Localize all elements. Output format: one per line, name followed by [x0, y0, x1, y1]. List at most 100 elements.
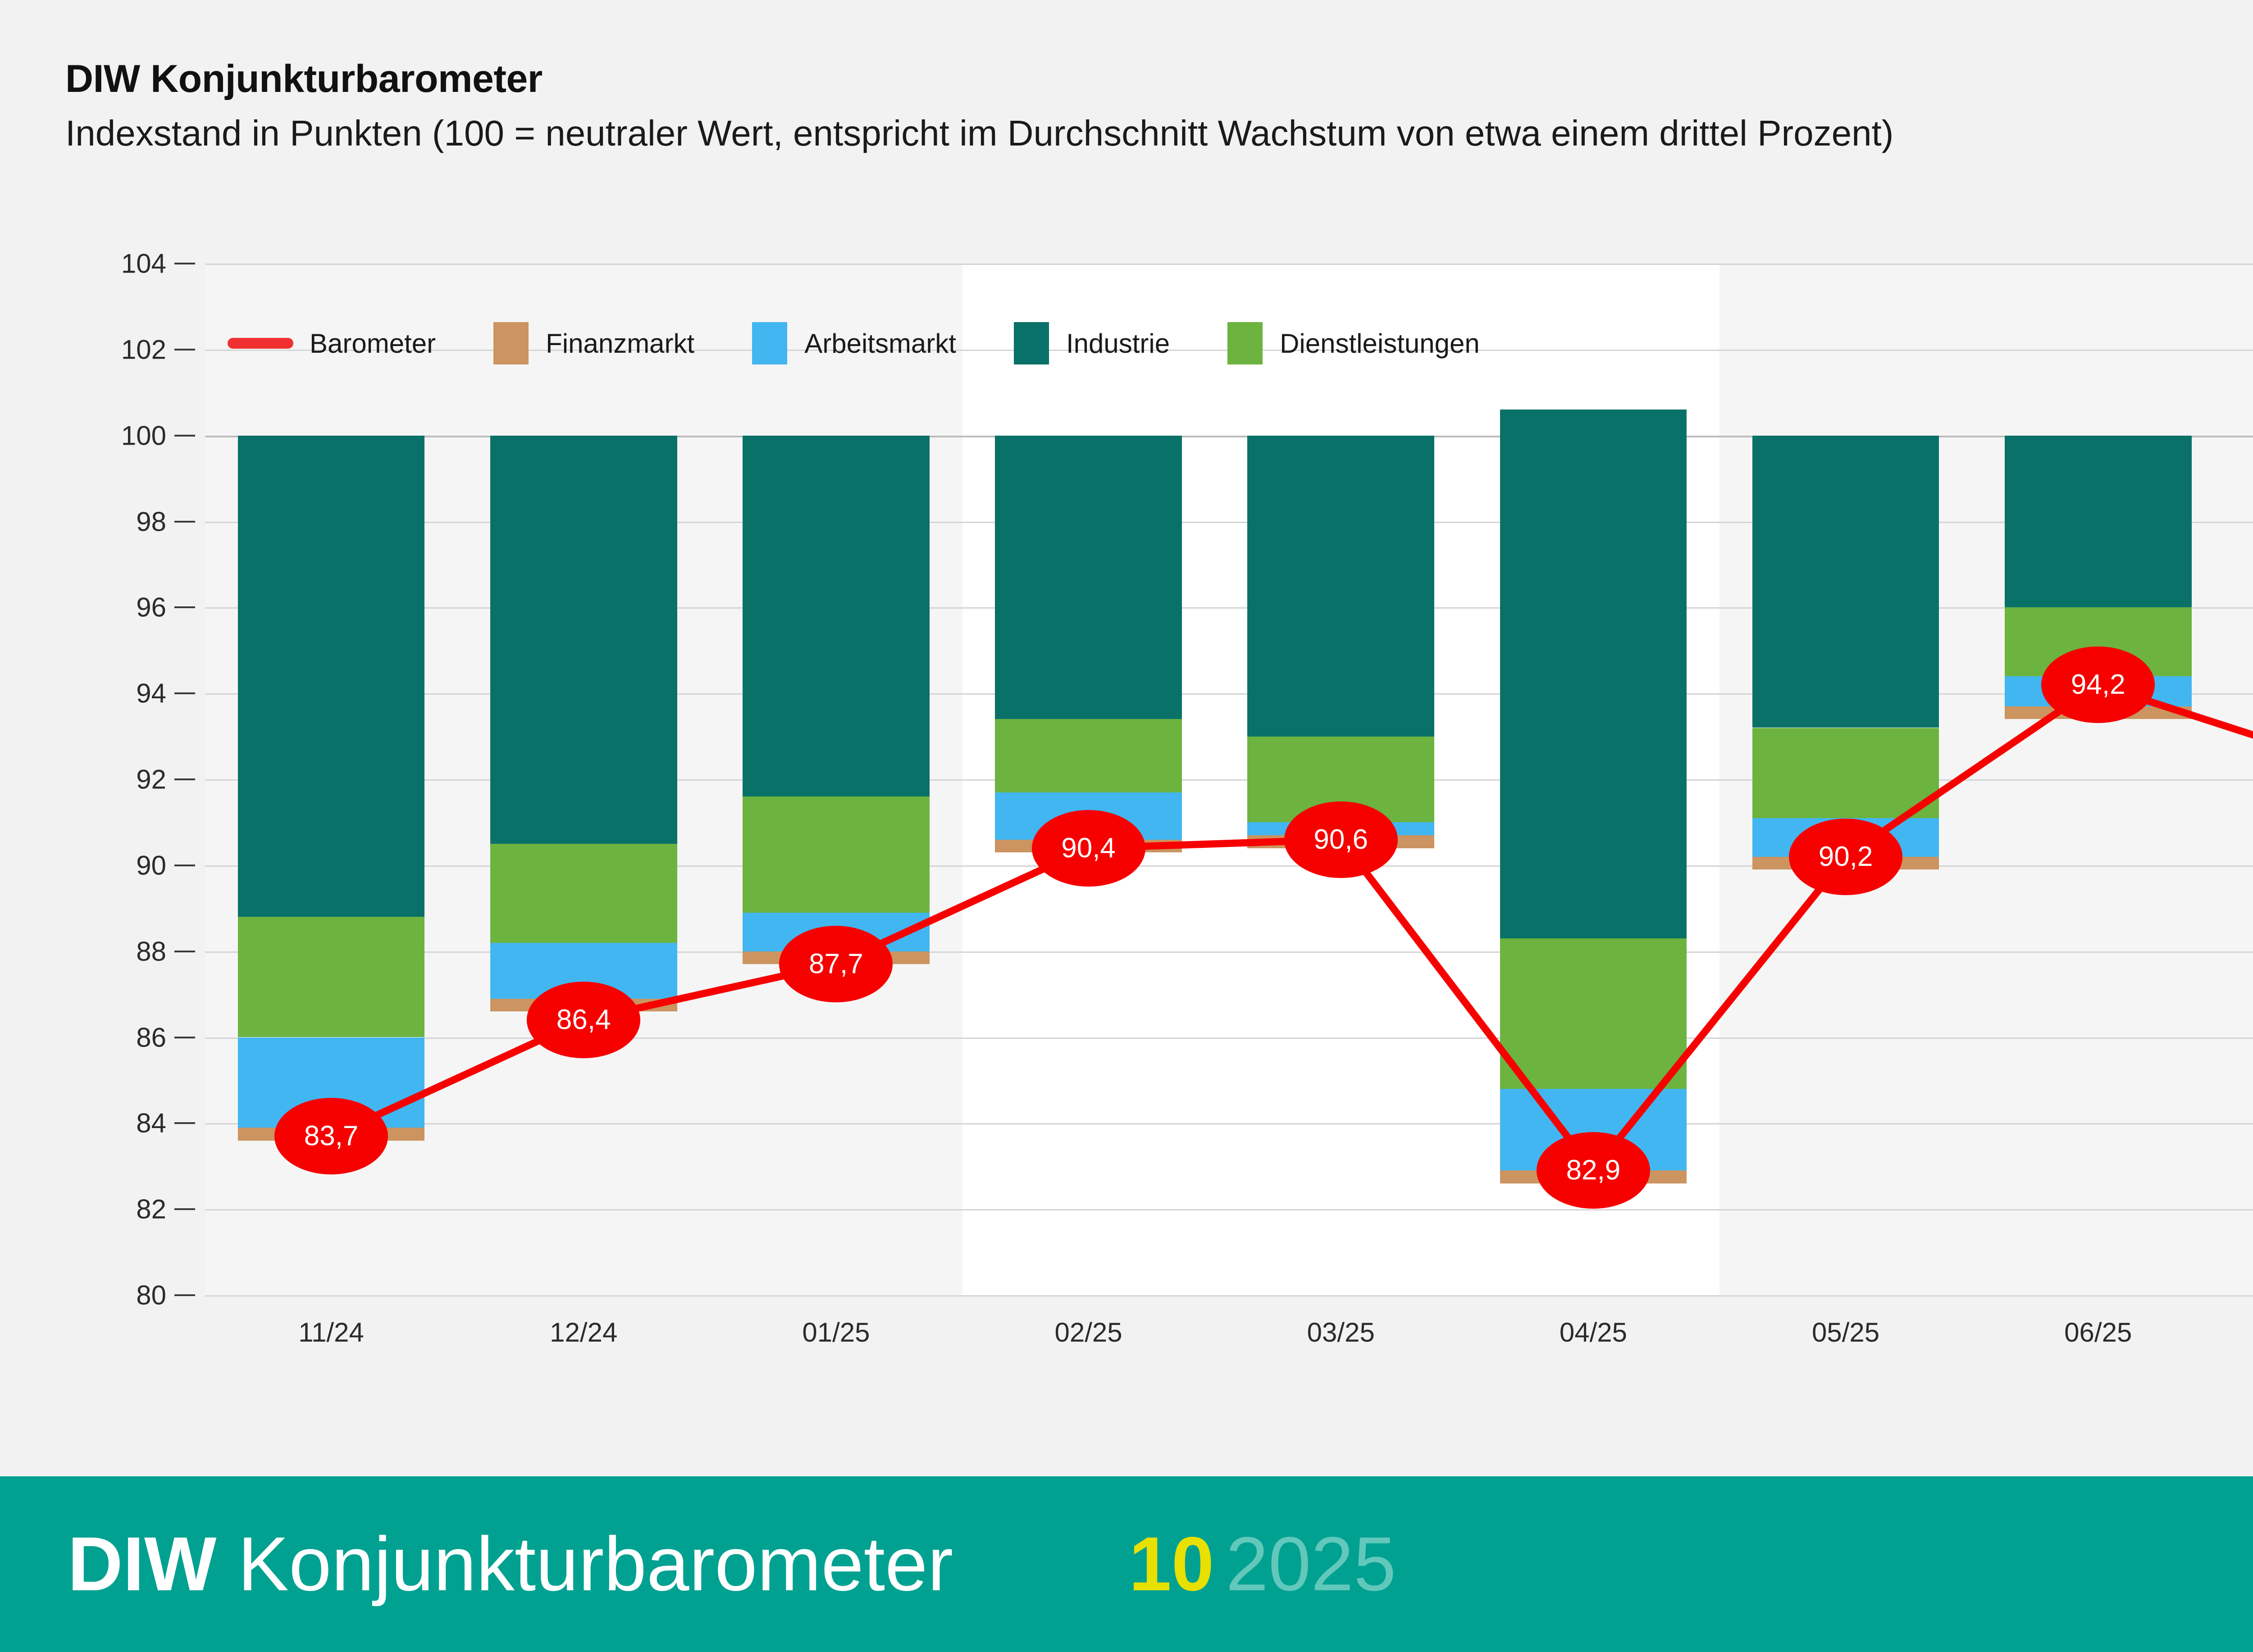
header: DIW Konjunkturbarometer Indexstand in Pu…: [65, 59, 2253, 152]
x-axis-tick-label: 03/25: [1307, 1317, 1375, 1347]
bar-segment-ind: [743, 435, 930, 797]
gridline: [205, 1209, 2253, 1211]
data-point-bubble: 82,9: [1536, 1132, 1650, 1209]
data-point-value: 82,9: [1566, 1155, 1621, 1186]
bar-segment-ind: [237, 435, 425, 917]
bar-group[interactable]: [237, 264, 425, 1295]
y-axis-tick-mark: [174, 1208, 195, 1211]
bar-group[interactable]: [995, 264, 1182, 1295]
y-axis-tick-label: 86: [136, 1022, 166, 1052]
gridline: [205, 435, 2253, 437]
data-point-bubble: 90,2: [1789, 818, 1903, 895]
legend-label: Barometer: [310, 328, 436, 359]
legend-item-dienstleistungen[interactable]: Dienstleistungen: [1227, 322, 1480, 364]
data-point-marker[interactable]: 90,2: [1789, 818, 1903, 895]
gridline: [205, 1123, 2253, 1125]
bar-segment-dien: [1752, 728, 1939, 818]
data-point-marker[interactable]: 83,7: [274, 1097, 388, 1174]
data-point-marker[interactable]: 90,4: [1031, 810, 1145, 887]
data-point-marker[interactable]: 87,7: [779, 926, 893, 1003]
y-axis-tick-label: 84: [136, 1108, 166, 1138]
gridline: [205, 264, 2253, 265]
footer-brand-rest: Konjunkturbarometer: [216, 1521, 953, 1607]
legend-item-arbeitsmarkt[interactable]: Arbeitsmarkt: [752, 322, 956, 364]
y-axis-tick-label: 88: [136, 936, 166, 967]
y-axis-tick-label: 96: [136, 592, 166, 623]
x-axis-tick-label: 06/25: [2064, 1317, 2132, 1347]
x-axis-tick-label: 11/24: [298, 1317, 364, 1347]
y-axis-tick-label: 92: [136, 764, 166, 795]
footer-month: 10: [1129, 1521, 1214, 1607]
bar-group[interactable]: [1500, 264, 1687, 1295]
data-point-marker[interactable]: 94,2: [2041, 646, 2155, 724]
x-axis-tick-label: 05/25: [1812, 1317, 1880, 1347]
gridline: [205, 951, 2253, 953]
bar-segment-ind: [2004, 435, 2192, 608]
bar-group[interactable]: [1752, 264, 1939, 1295]
legend-item-industrie[interactable]: Industrie: [1013, 322, 1170, 364]
y-axis-tick-mark: [174, 692, 195, 695]
legend-swatch-barometer: [228, 338, 293, 349]
gridline: [205, 607, 2253, 609]
chart-legend: Barometer Finanzmarkt Arbeitsmarkt Industri…: [228, 322, 1537, 364]
legend-item-finanzmarkt[interactable]: Finanzmarkt: [493, 322, 694, 364]
legend-label: Industrie: [1066, 328, 1170, 359]
data-point-bubble: 94,2: [2041, 646, 2155, 724]
bar-group[interactable]: [743, 264, 930, 1295]
legend-swatch-industrie: [1013, 322, 1049, 364]
data-point-marker[interactable]: 82,9: [1536, 1132, 1650, 1209]
legend-label: Finanzmarkt: [546, 328, 695, 359]
gridline: [205, 693, 2253, 695]
x-axis-tick-label: 01/25: [802, 1317, 870, 1347]
bar-segment-dien: [490, 844, 677, 943]
data-point-value: 90,6: [1313, 824, 1368, 855]
y-axis-tick-mark: [174, 1036, 195, 1038]
data-point-marker[interactable]: 86,4: [527, 982, 641, 1059]
y-axis-tick-label: 102: [121, 334, 166, 365]
bar-segment-dien: [1500, 938, 1687, 1089]
data-point-value: 83,7: [304, 1120, 359, 1151]
y-axis-tick-mark: [174, 950, 195, 952]
legend-swatch-dienstleistungen: [1227, 322, 1263, 364]
bar-segment-dien: [743, 796, 930, 913]
gridline: [205, 1037, 2253, 1039]
y-axis-tick-label: 90: [136, 850, 166, 881]
y-axis-tick-mark: [174, 1294, 195, 1296]
gridline: [205, 779, 2253, 781]
data-point-bubble: 90,4: [1031, 810, 1145, 887]
data-point-value: 90,2: [1818, 841, 1873, 872]
data-point-value: 90,4: [1061, 832, 1116, 864]
y-axis-tick-mark: [174, 434, 195, 437]
bar-segment-ind: [1752, 435, 1939, 728]
data-point-marker[interactable]: 90,6: [1284, 801, 1398, 878]
legend-swatch-arbeitsmarkt: [752, 322, 788, 364]
bar-segment-dien: [995, 719, 1182, 792]
barometer-line: [329, 681, 2253, 1174]
bar-group[interactable]: [2004, 264, 2192, 1295]
y-axis-tick-mark: [174, 520, 195, 523]
data-point-bubble: 86,4: [527, 982, 641, 1059]
x-axis-tick-label: 04/25: [1559, 1317, 1627, 1347]
data-point-value: 86,4: [556, 1004, 611, 1036]
bar-segment-dien: [237, 917, 425, 1038]
y-axis-tick-label: 104: [121, 248, 166, 279]
y-axis-tick-label: 98: [136, 506, 166, 537]
legend-swatch-finanzmarkt: [493, 322, 529, 364]
bar-group[interactable]: [490, 264, 677, 1295]
footer-year: 2025: [1226, 1521, 1396, 1607]
data-point-bubble: 90,6: [1284, 801, 1398, 878]
gridline: [205, 1295, 2253, 1297]
barometer-polyline: [329, 681, 2253, 1174]
legend-item-barometer[interactable]: Barometer: [228, 328, 436, 359]
data-point-bubble: 87,7: [779, 926, 893, 1003]
bar-group[interactable]: [1247, 264, 1434, 1295]
footer-brand-diw: DIW: [68, 1521, 217, 1607]
gridline: [205, 865, 2253, 867]
data-point-value: 87,7: [809, 948, 863, 980]
y-axis-tick-mark: [174, 778, 195, 780]
data-point-bubble: 83,7: [274, 1097, 388, 1174]
y-axis-tick-mark: [174, 606, 195, 609]
legend-label: Dienstleistungen: [1280, 328, 1480, 359]
